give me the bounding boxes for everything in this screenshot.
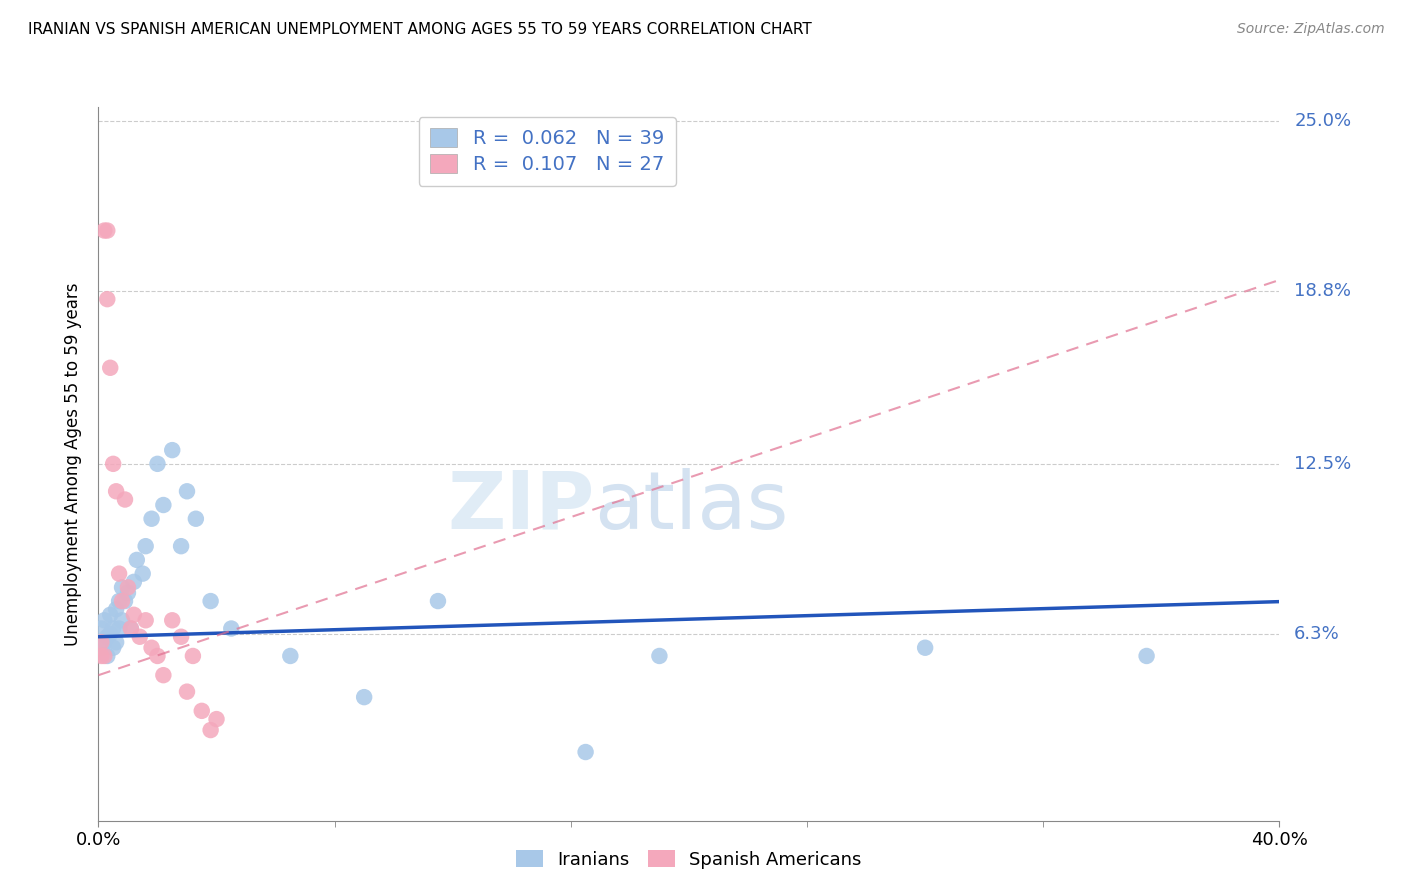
Point <box>184 512 207 526</box>
Text: ZIP: ZIP <box>447 467 595 546</box>
Text: 18.8%: 18.8% <box>1294 282 1351 300</box>
Point <box>120 622 142 636</box>
Point <box>90 640 112 655</box>
Point <box>205 712 228 726</box>
Point <box>96 292 118 306</box>
Point <box>105 635 128 649</box>
Point <box>176 484 198 499</box>
Point <box>152 668 174 682</box>
Point <box>93 635 115 649</box>
Point <box>103 457 125 471</box>
Point <box>108 622 131 636</box>
Point <box>135 539 157 553</box>
Point <box>96 223 118 237</box>
Point <box>98 360 121 375</box>
Point <box>128 630 150 644</box>
Point <box>152 498 174 512</box>
Point <box>219 622 242 636</box>
Point <box>200 594 222 608</box>
Point <box>1135 648 1157 663</box>
Point <box>90 648 112 663</box>
Point <box>111 613 134 627</box>
Point <box>105 602 128 616</box>
Point <box>353 690 375 705</box>
Point <box>162 443 183 458</box>
Point <box>170 539 193 553</box>
Point <box>93 648 115 663</box>
Point <box>141 512 163 526</box>
Point <box>427 594 450 608</box>
Text: 12.5%: 12.5% <box>1294 455 1351 473</box>
Text: atlas: atlas <box>595 467 789 546</box>
Point <box>191 704 214 718</box>
Point <box>90 635 112 649</box>
Point <box>117 580 139 594</box>
Point <box>120 622 142 636</box>
Point <box>200 723 222 737</box>
Text: Source: ZipAtlas.com: Source: ZipAtlas.com <box>1237 22 1385 37</box>
Point <box>914 640 936 655</box>
Point <box>108 594 131 608</box>
Point <box>103 622 125 636</box>
Text: IRANIAN VS SPANISH AMERICAN UNEMPLOYMENT AMONG AGES 55 TO 59 YEARS CORRELATION C: IRANIAN VS SPANISH AMERICAN UNEMPLOYMENT… <box>28 22 811 37</box>
Point <box>105 484 128 499</box>
Point <box>146 457 169 471</box>
Point <box>103 640 125 655</box>
Point <box>122 607 145 622</box>
Point <box>162 613 183 627</box>
Point <box>122 574 145 589</box>
Legend: Iranians, Spanish Americans: Iranians, Spanish Americans <box>509 843 869 876</box>
Point <box>125 553 148 567</box>
Point <box>111 594 134 608</box>
Text: 25.0%: 25.0% <box>1294 112 1351 129</box>
Point <box>170 630 193 644</box>
Point <box>111 580 134 594</box>
Point <box>278 648 302 663</box>
Point <box>98 627 121 641</box>
Point <box>114 492 136 507</box>
Point <box>98 607 121 622</box>
Point <box>114 594 136 608</box>
Point <box>146 648 169 663</box>
Point <box>574 745 596 759</box>
Point <box>117 586 139 600</box>
Point <box>132 566 155 581</box>
Point <box>96 648 118 663</box>
Point <box>648 648 671 663</box>
Point <box>176 684 198 698</box>
Point <box>93 613 115 627</box>
Point <box>90 622 112 636</box>
Y-axis label: Unemployment Among Ages 55 to 59 years: Unemployment Among Ages 55 to 59 years <box>65 282 83 646</box>
Point <box>108 566 131 581</box>
Point <box>135 613 157 627</box>
Point <box>141 640 163 655</box>
Point <box>93 223 115 237</box>
Text: 6.3%: 6.3% <box>1294 625 1340 643</box>
Point <box>96 630 118 644</box>
Point <box>181 648 204 663</box>
